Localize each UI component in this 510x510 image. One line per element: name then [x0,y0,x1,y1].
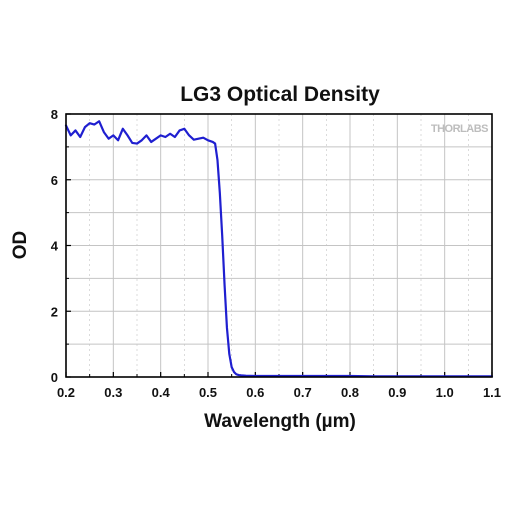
x-tick-label: 1.0 [436,385,454,400]
y-tick-label: 6 [51,173,58,188]
grid-lines [65,114,493,377]
y-tick-label: 2 [51,304,58,319]
y-tick-label: 0 [51,370,58,385]
thorlabs-watermark: THORLABS [431,123,488,135]
x-tick-label: 0.5 [199,385,217,400]
x-tick-label: 0.3 [104,385,122,400]
plot-frame [65,113,493,378]
series-layer [64,120,494,378]
series-line-od [64,120,494,378]
chart-title: LG3 Optical Density [180,83,380,106]
y-tick-label: 8 [51,107,58,122]
x-tick-label: 0.9 [388,385,406,400]
x-axis-label: Wavelength (µm) [204,411,356,432]
y-axis-label: OD [10,231,31,260]
x-tick-labels: 0.2 0.3 0.4 0.5 0.6 0.7 0.8 0.9 1.0 1.1 [57,385,501,400]
x-tick-label: 1.1 [483,385,501,400]
y-tick-labels: 0 2 4 6 8 [51,107,59,385]
x-tick-label: 0.7 [294,385,312,400]
x-tick-label: 0.6 [246,385,264,400]
x-tick-label: 0.4 [152,385,171,400]
y-tick-label: 4 [51,239,59,254]
x-tick-label: 0.2 [57,385,75,400]
x-tick-label: 0.8 [341,385,359,400]
